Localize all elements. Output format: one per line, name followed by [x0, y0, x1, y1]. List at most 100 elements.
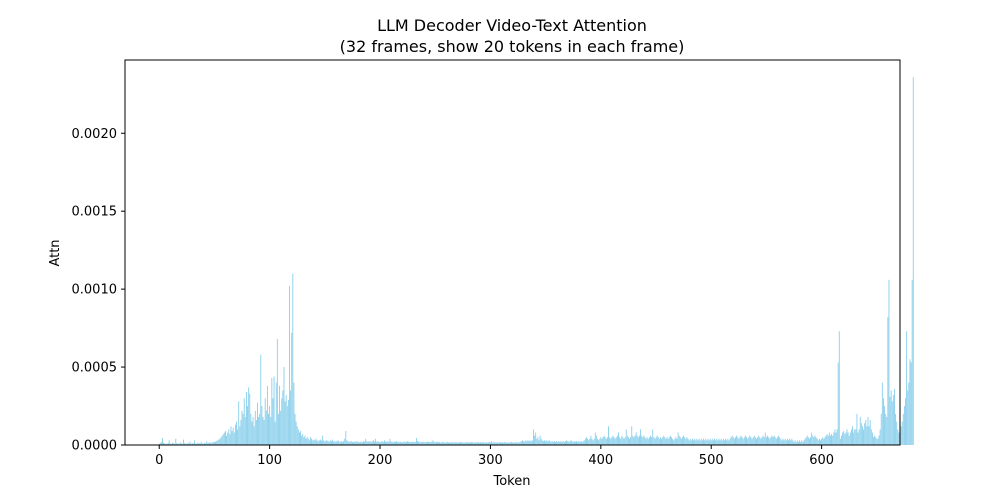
attention-bar: [875, 437, 877, 445]
attention-bar: [635, 432, 637, 445]
attention-bar: [546, 440, 548, 445]
attention-bar: [611, 437, 613, 445]
attention-bar: [570, 440, 572, 445]
y-tick-label: 0.0015: [72, 205, 118, 220]
attention-bar: [286, 406, 288, 445]
attention-bar: [718, 438, 720, 445]
attention-bar: [400, 441, 402, 445]
attention-bar: [862, 426, 863, 445]
attention-bar: [420, 442, 422, 445]
attention-bar: [812, 435, 814, 445]
attention-bar: [693, 440, 694, 445]
attention-bar: [720, 438, 722, 445]
attention-bar: [449, 442, 451, 445]
attention-bar: [677, 432, 679, 445]
attention-bar: [763, 437, 765, 445]
attention-bar: [216, 441, 218, 445]
attention-bar: [620, 438, 622, 445]
attention-bar: [433, 441, 435, 445]
attention-bar: [668, 437, 670, 445]
attention-bar: [902, 413, 904, 445]
attention-bar: [243, 398, 245, 445]
attention-bar: [423, 442, 425, 445]
attention-bar: [477, 441, 479, 445]
attention-bar: [472, 442, 474, 445]
attention-bar: [832, 435, 834, 445]
attention-bar: [836, 429, 838, 445]
attention-bar: [363, 441, 364, 445]
attention-bar: [578, 441, 580, 445]
attention-bar: [600, 437, 602, 445]
attention-bar: [764, 432, 766, 445]
attention-bar: [752, 437, 754, 445]
attention-bar: [395, 441, 396, 445]
attention-bar: [685, 438, 687, 445]
attention-bar: [860, 423, 862, 445]
attention-bar: [247, 406, 248, 445]
attention-bar: [748, 437, 750, 445]
attention-bar: [475, 442, 477, 445]
attention-bar: [429, 442, 431, 445]
attention-bar: [565, 441, 566, 445]
attention-bar: [811, 432, 813, 445]
attention-bar: [770, 437, 772, 445]
attention-bar: [871, 432, 873, 445]
attention-bar: [640, 429, 642, 445]
attention-bar: [389, 438, 391, 445]
attention-bar: [815, 437, 817, 445]
attention-bar: [688, 440, 690, 445]
attention-bar: [274, 421, 276, 445]
attention-bar: [792, 440, 794, 445]
attention-bar: [854, 429, 856, 445]
attention-bar: [869, 420, 871, 445]
attention-bar: [225, 430, 226, 445]
attention-bar: [847, 432, 849, 445]
attention-bar: [238, 401, 240, 445]
attention-bar: [827, 435, 829, 445]
attention-bar: [411, 441, 413, 445]
attention-bar: [478, 442, 480, 445]
attention-bar: [674, 438, 676, 445]
attention-bar: [340, 441, 342, 445]
attention-bar: [366, 441, 368, 445]
attention-bar: [169, 443, 171, 445]
attention-bar: [185, 443, 187, 445]
attention-bar: [831, 434, 832, 445]
attention-bar: [580, 441, 582, 445]
attention-bar: [396, 441, 398, 445]
attention-bar: [859, 416, 861, 445]
attention-bar: [326, 440, 328, 445]
chart-subtitle: (32 frames, show 20 tokens in each frame…: [340, 37, 685, 56]
attention-bar: [504, 441, 506, 445]
attention-bar: [549, 441, 551, 445]
attention-bar: [448, 442, 449, 445]
attention-bar: [230, 426, 232, 445]
attention-bar: [287, 399, 289, 445]
attention-bar: [476, 442, 478, 445]
attention-bar: [544, 440, 545, 445]
attention-bar: [729, 438, 731, 445]
attention-bar: [369, 441, 371, 445]
attention-bar: [486, 442, 488, 445]
attention-bar: [672, 438, 674, 445]
attention-bar: [653, 437, 655, 445]
attention-bar: [343, 441, 345, 445]
attention-bar: [719, 440, 721, 445]
attention-bar: [483, 442, 485, 445]
attention-bar: [750, 437, 752, 445]
attention-bar: [894, 388, 895, 445]
attention-bar: [509, 442, 511, 445]
attention-bar: [397, 441, 399, 445]
attention-bar: [516, 442, 518, 445]
attention-bar: [467, 442, 469, 445]
attention-bar: [211, 442, 213, 445]
attention-bar: [868, 426, 870, 445]
attention-bar: [375, 438, 377, 445]
attention-bar: [837, 362, 839, 445]
attention-bar: [361, 442, 363, 445]
attention-bar: [291, 332, 293, 445]
attention-bar: [487, 442, 489, 445]
attention-bar: [637, 437, 639, 445]
attention-bar: [626, 435, 628, 445]
attention-bar: [417, 441, 418, 445]
